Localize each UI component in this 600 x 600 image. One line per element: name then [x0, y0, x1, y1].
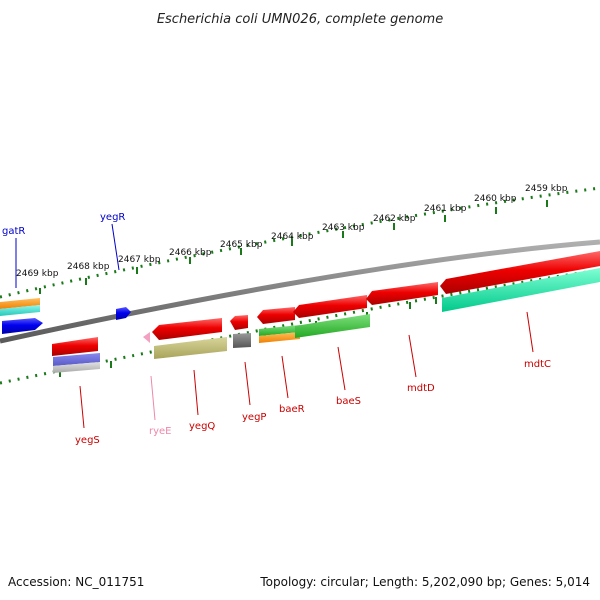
leader-yegS — [79, 385, 85, 429]
leader-yegQ — [193, 369, 199, 416]
reverse-strand-features — [52, 268, 600, 373]
feature-mdtC-product — [442, 268, 600, 312]
inner-ruler — [0, 268, 600, 385]
feature-baeR-orange — [259, 332, 300, 343]
genome-summary-text: Topology: circular; Length: 5,202,090 bp… — [259, 575, 590, 589]
feature-mdtD-cds — [366, 282, 438, 305]
gene-label-mdtD: mdtD — [407, 383, 435, 394]
gene-label-baeR: baeR — [279, 404, 305, 415]
gene-label-yegP: yegP — [242, 412, 266, 423]
feature-yegQ-product — [154, 337, 227, 359]
map-title: Escherichia coli UMN026, complete genome — [157, 12, 443, 27]
gene-label-ryeE: ryeE — [149, 426, 172, 437]
feature-ryeE-rna — [143, 332, 150, 343]
feature-gatR-cds — [2, 318, 43, 334]
feature-baeR-cds — [257, 307, 295, 324]
tick-label-2469: 2469 kbp — [16, 269, 59, 279]
leader-baeS — [337, 346, 346, 391]
leader-yegP — [244, 361, 251, 406]
ruler-tick-labels: 2469 kbp 2468 kbp 2467 kbp 2466 kbp 2465… — [16, 184, 568, 279]
outer-ruler — [0, 186, 600, 299]
label-leader-lines — [15, 223, 534, 429]
tick-label-2464: 2464 kbp — [271, 232, 314, 242]
feature-mdtC-cds — [440, 251, 600, 294]
gene-label-yegS: yegS — [75, 435, 100, 446]
feature-yegS-purple — [53, 353, 100, 366]
feature-baeR-green — [259, 325, 300, 336]
gene-label-baeS: baeS — [336, 396, 361, 407]
tick-label-2462: 2462 kbp — [373, 214, 416, 224]
feature-baeS-cds — [293, 295, 367, 318]
tick-label-2467: 2467 kbp — [118, 255, 161, 265]
gene-label-yegQ: yegQ — [189, 421, 215, 432]
tick-label-2460: 2460 kbp — [474, 194, 517, 204]
feature-yegQ-cds — [152, 318, 222, 340]
feature-yegP-cds — [230, 315, 248, 330]
feature-yegS-cds — [52, 337, 98, 356]
leader-yegR — [111, 223, 120, 271]
tick-label-2463: 2463 kbp — [322, 223, 365, 233]
feature-yegR-cds — [116, 307, 131, 320]
genome-backbone — [0, 239, 600, 344]
gene-label-mdtC: mdtC — [524, 359, 551, 370]
tick-label-2466: 2466 kbp — [169, 248, 212, 258]
gene-label-gatR: gatR — [2, 226, 25, 237]
feature-yegS-silver — [53, 362, 100, 373]
tick-label-2468: 2468 kbp — [67, 262, 110, 272]
gene-label-yegR: yegR — [100, 212, 125, 223]
leader-mdtC — [526, 311, 534, 353]
feature-gatR-orange — [0, 298, 40, 309]
feature-gatR-cyan — [0, 305, 40, 316]
outer-ruler-major-ticks — [39, 200, 548, 294]
tick-label-2461: 2461 kbp — [424, 204, 467, 214]
leader-mdtD — [408, 334, 417, 378]
tick-label-2465: 2465 kbp — [220, 240, 263, 250]
tick-label-2459: 2459 kbp — [525, 184, 568, 194]
gene-labels: gatR yegR yegS ryeE yegQ yegP baeR baeS … — [2, 212, 551, 446]
accession-text: Accession: NC_011751 — [8, 575, 144, 589]
leader-ryeE — [150, 375, 156, 421]
forward-strand-features — [0, 251, 600, 340]
feature-baeS-product — [295, 314, 370, 338]
feature-yegP-product — [233, 333, 251, 348]
leader-baeR — [281, 355, 289, 399]
